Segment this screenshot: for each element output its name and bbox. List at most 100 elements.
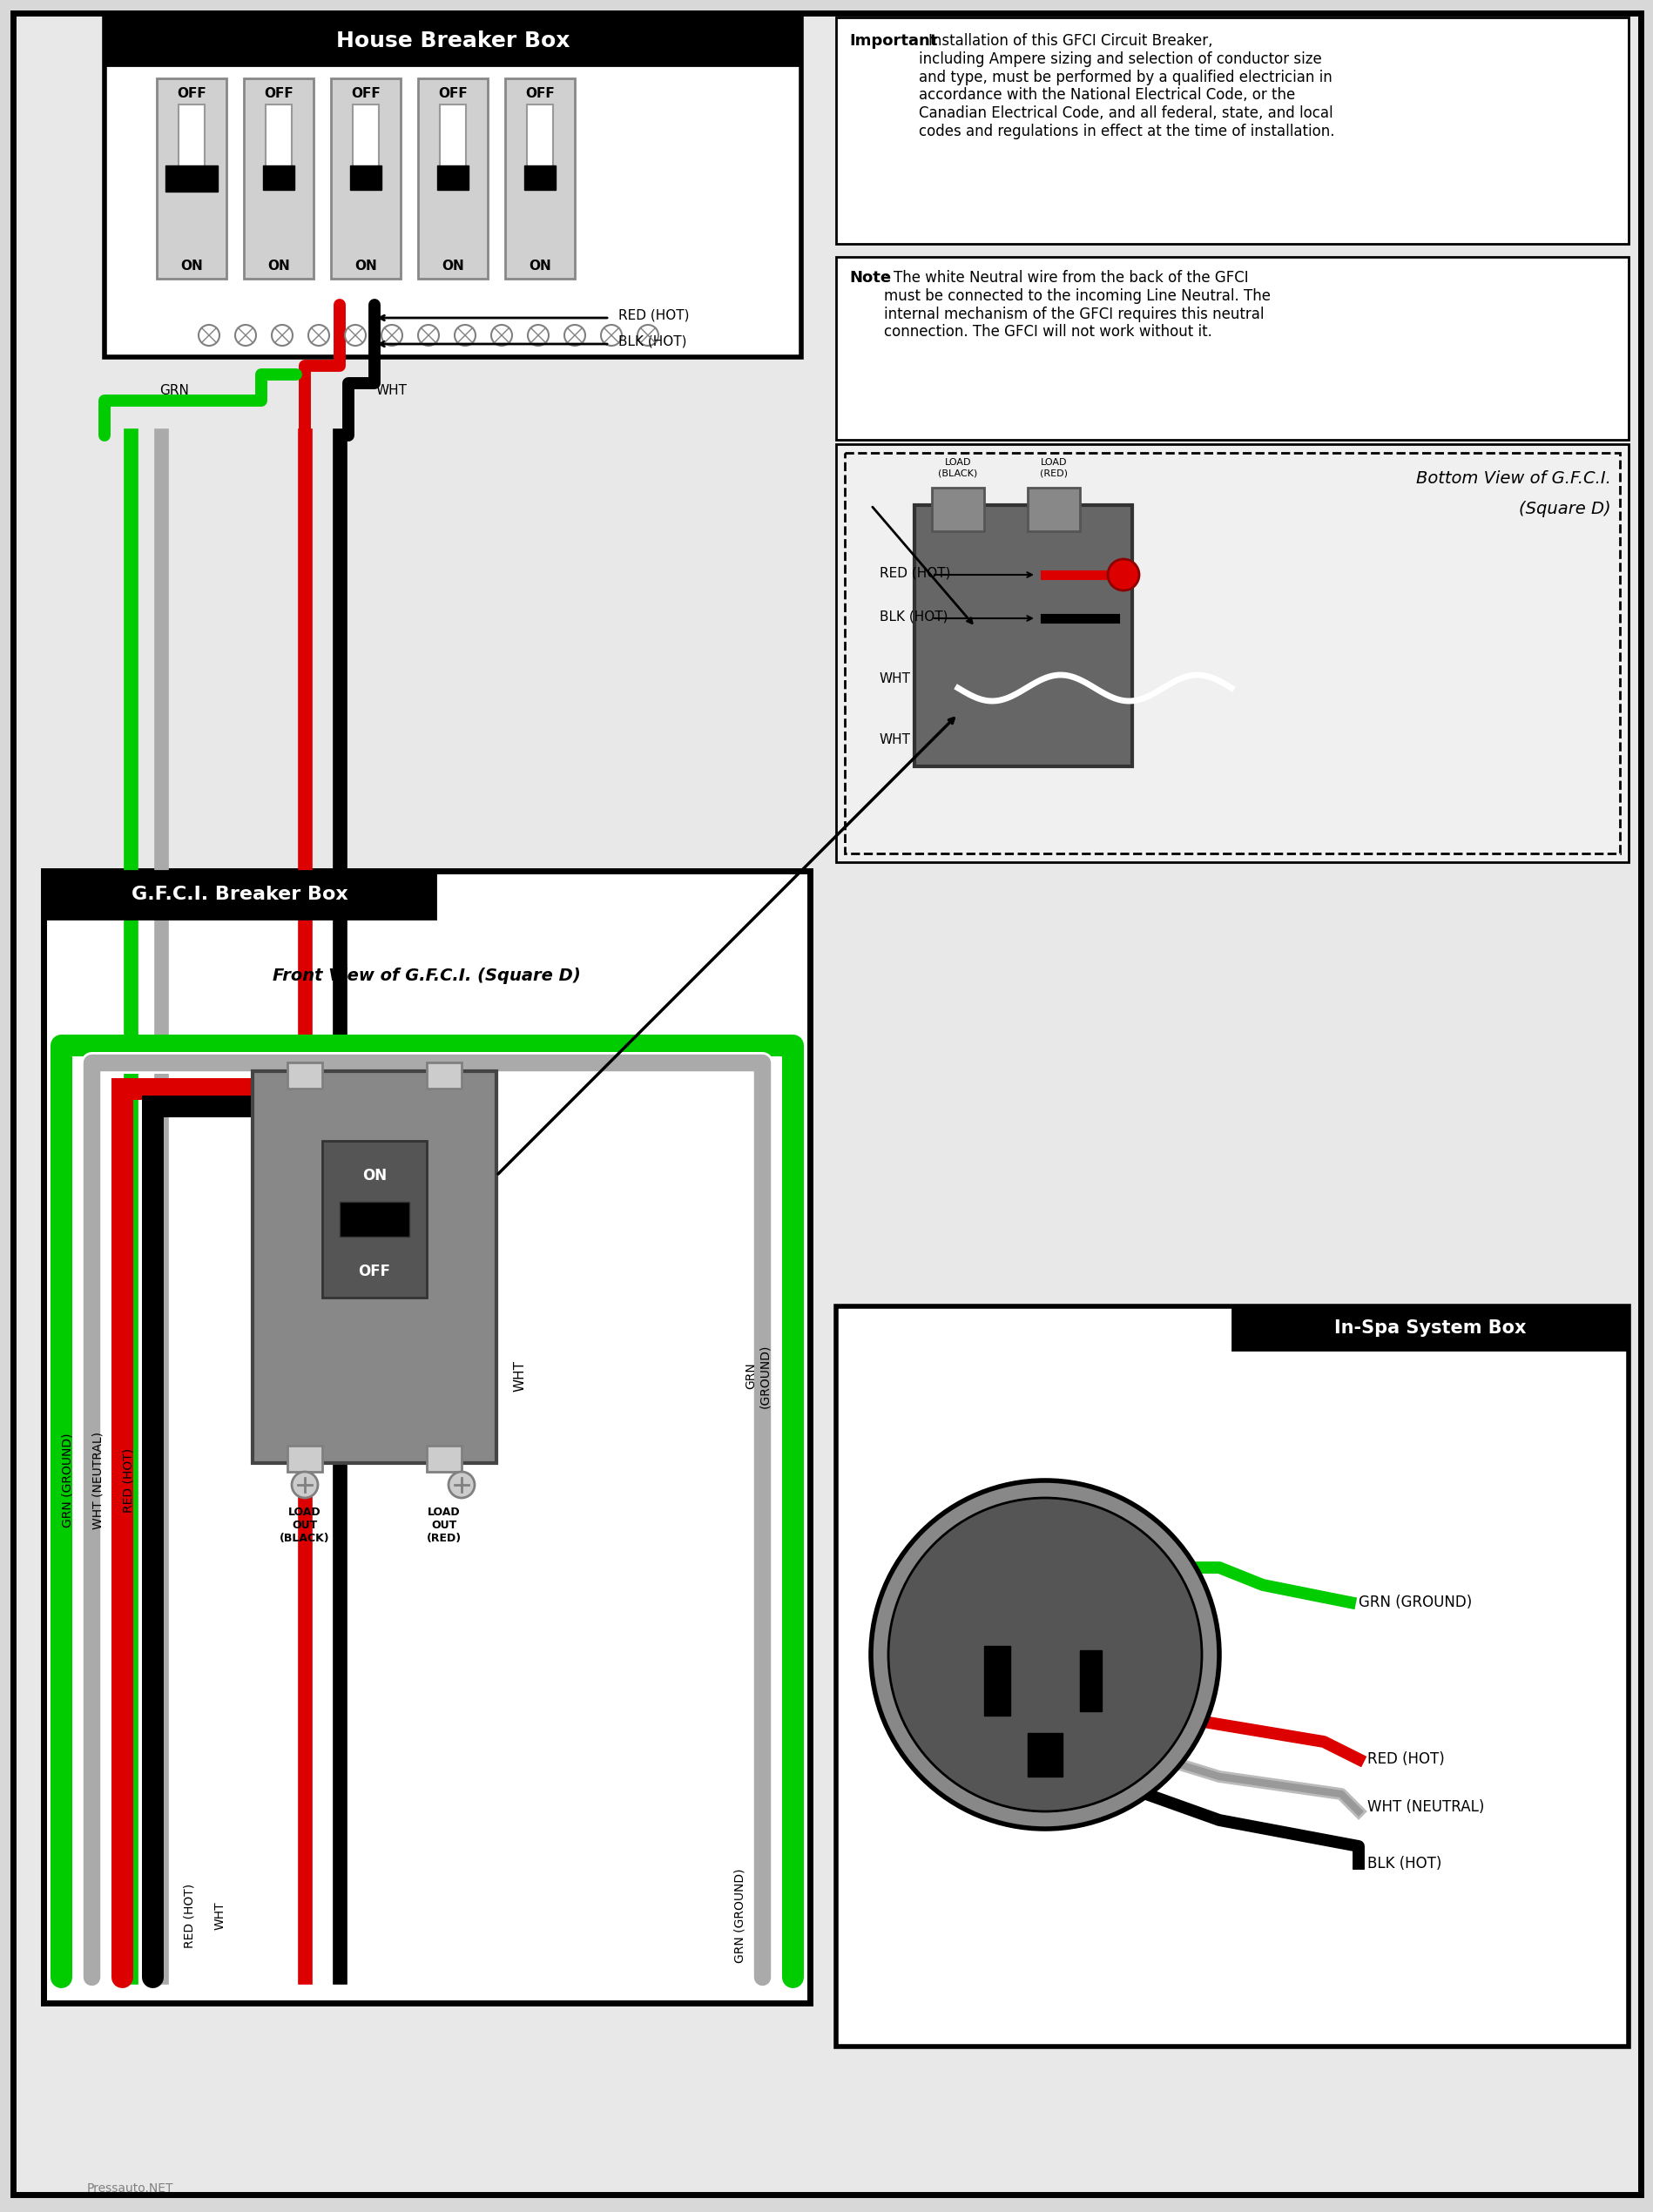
Text: WHT (NEUTRAL): WHT (NEUTRAL) — [93, 1431, 104, 1528]
Circle shape — [491, 325, 512, 345]
Bar — [331, 77, 400, 279]
Text: LOAD
(RED): LOAD (RED) — [1040, 458, 1068, 478]
Text: GRN
(GROUND): GRN (GROUND) — [744, 1345, 770, 1407]
Text: Pressauto.NET: Pressauto.NET — [88, 2183, 174, 2194]
Bar — [436, 166, 468, 190]
Text: GRN: GRN — [159, 385, 188, 398]
Text: ON: ON — [180, 259, 203, 272]
Bar — [322, 1141, 426, 1298]
Text: RED (HOT): RED (HOT) — [122, 1449, 136, 1513]
Text: GRN (GROUND): GRN (GROUND) — [1357, 1595, 1471, 1610]
Circle shape — [600, 325, 622, 345]
Bar — [527, 104, 552, 175]
Text: OFF: OFF — [350, 86, 380, 100]
Circle shape — [235, 325, 256, 345]
Text: GRN (GROUND): GRN (GROUND) — [61, 1433, 74, 1528]
Circle shape — [271, 325, 293, 345]
Bar — [426, 1447, 461, 1471]
Bar — [339, 1201, 408, 1237]
Text: OFF: OFF — [177, 86, 207, 100]
Text: : Installation of this GFCI Circuit Breaker,
including Ampere sizing and selecti: : Installation of this GFCI Circuit Brea… — [919, 33, 1334, 139]
Circle shape — [888, 1498, 1202, 1812]
Circle shape — [198, 325, 220, 345]
Bar — [426, 1062, 461, 1088]
Bar — [836, 445, 1628, 863]
Text: Bottom View of G.F.C.I.: Bottom View of G.F.C.I. — [1415, 471, 1610, 487]
Bar — [104, 18, 800, 66]
Text: House Breaker Box: House Breaker Box — [336, 31, 569, 51]
Bar — [243, 77, 314, 279]
Bar — [984, 1646, 1010, 1717]
Bar — [524, 166, 555, 190]
Bar — [845, 453, 1618, 854]
Circle shape — [564, 325, 585, 345]
Text: Important: Important — [848, 33, 937, 49]
Text: RED (HOT): RED (HOT) — [618, 310, 689, 321]
Bar — [504, 77, 575, 279]
Text: ON: ON — [441, 259, 464, 272]
Bar — [931, 487, 984, 531]
Bar — [43, 872, 810, 2004]
Text: OFF: OFF — [438, 86, 468, 100]
Text: WHT: WHT — [375, 385, 407, 398]
Bar — [157, 77, 226, 279]
Text: WHT (NEUTRAL): WHT (NEUTRAL) — [1367, 1798, 1484, 1814]
Bar — [253, 1071, 496, 1462]
Bar — [1231, 1307, 1628, 1349]
Circle shape — [291, 1471, 317, 1498]
Text: Note: Note — [848, 270, 891, 285]
Text: BLK (HOT): BLK (HOT) — [1367, 1856, 1441, 1871]
Text: BLK (HOT): BLK (HOT) — [154, 1885, 165, 1947]
Text: ON: ON — [529, 259, 550, 272]
Circle shape — [448, 1471, 474, 1498]
Text: RED (HOT): RED (HOT) — [1367, 1752, 1443, 1767]
Bar — [43, 872, 435, 918]
Text: LOAD
(BLACK): LOAD (BLACK) — [937, 458, 977, 478]
Text: WHT: WHT — [215, 1902, 226, 1931]
Circle shape — [418, 325, 438, 345]
Bar — [440, 104, 466, 175]
Bar — [352, 104, 379, 175]
Text: G.F.C.I. Breaker Box: G.F.C.I. Breaker Box — [131, 885, 347, 902]
Text: : The white Neutral wire from the back of the GFCI
must be connected to the inco: : The white Neutral wire from the back o… — [883, 270, 1270, 341]
Bar — [418, 77, 488, 279]
Bar — [1079, 1650, 1101, 1712]
Circle shape — [871, 1480, 1218, 1829]
Circle shape — [345, 325, 365, 345]
Text: BLK (HOT): BLK (HOT) — [154, 1449, 165, 1511]
Bar — [1027, 1732, 1061, 1776]
Text: RED (HOT): RED (HOT) — [183, 1885, 195, 1949]
Text: Front View of G.F.C.I. (Square D): Front View of G.F.C.I. (Square D) — [273, 967, 580, 984]
Bar — [179, 104, 205, 175]
Bar — [165, 166, 218, 192]
Circle shape — [307, 325, 329, 345]
Text: GRN (GROUND): GRN (GROUND) — [734, 1869, 746, 1964]
Text: ON: ON — [268, 259, 289, 272]
Bar — [836, 18, 1628, 243]
Bar — [836, 1307, 1628, 2046]
Text: BLK (HOT): BLK (HOT) — [618, 334, 686, 347]
Bar — [350, 166, 382, 190]
Text: In-Spa System Box: In-Spa System Box — [1334, 1318, 1526, 1336]
Text: (Square D): (Square D) — [1519, 500, 1610, 518]
Text: BLK (HOT): BLK (HOT) — [879, 611, 947, 624]
Text: WHT: WHT — [879, 734, 911, 748]
Bar — [104, 18, 800, 356]
Bar — [288, 1447, 322, 1471]
Text: RED (HOT): RED (HOT) — [879, 566, 950, 580]
Circle shape — [1108, 560, 1139, 591]
Text: WHT: WHT — [514, 1360, 527, 1391]
Circle shape — [455, 325, 476, 345]
Bar — [288, 1062, 322, 1088]
Text: OFF: OFF — [359, 1263, 390, 1279]
Text: WHT: WHT — [879, 672, 911, 686]
Text: ON: ON — [354, 259, 377, 272]
Text: LOAD
OUT
(BLACK): LOAD OUT (BLACK) — [279, 1506, 329, 1544]
Bar — [836, 257, 1628, 440]
Text: LOAD
OUT
(RED): LOAD OUT (RED) — [426, 1506, 461, 1544]
Text: ON: ON — [362, 1168, 387, 1183]
Text: OFF: OFF — [264, 86, 293, 100]
Bar — [914, 504, 1132, 765]
Circle shape — [382, 325, 402, 345]
Bar — [266, 104, 291, 175]
